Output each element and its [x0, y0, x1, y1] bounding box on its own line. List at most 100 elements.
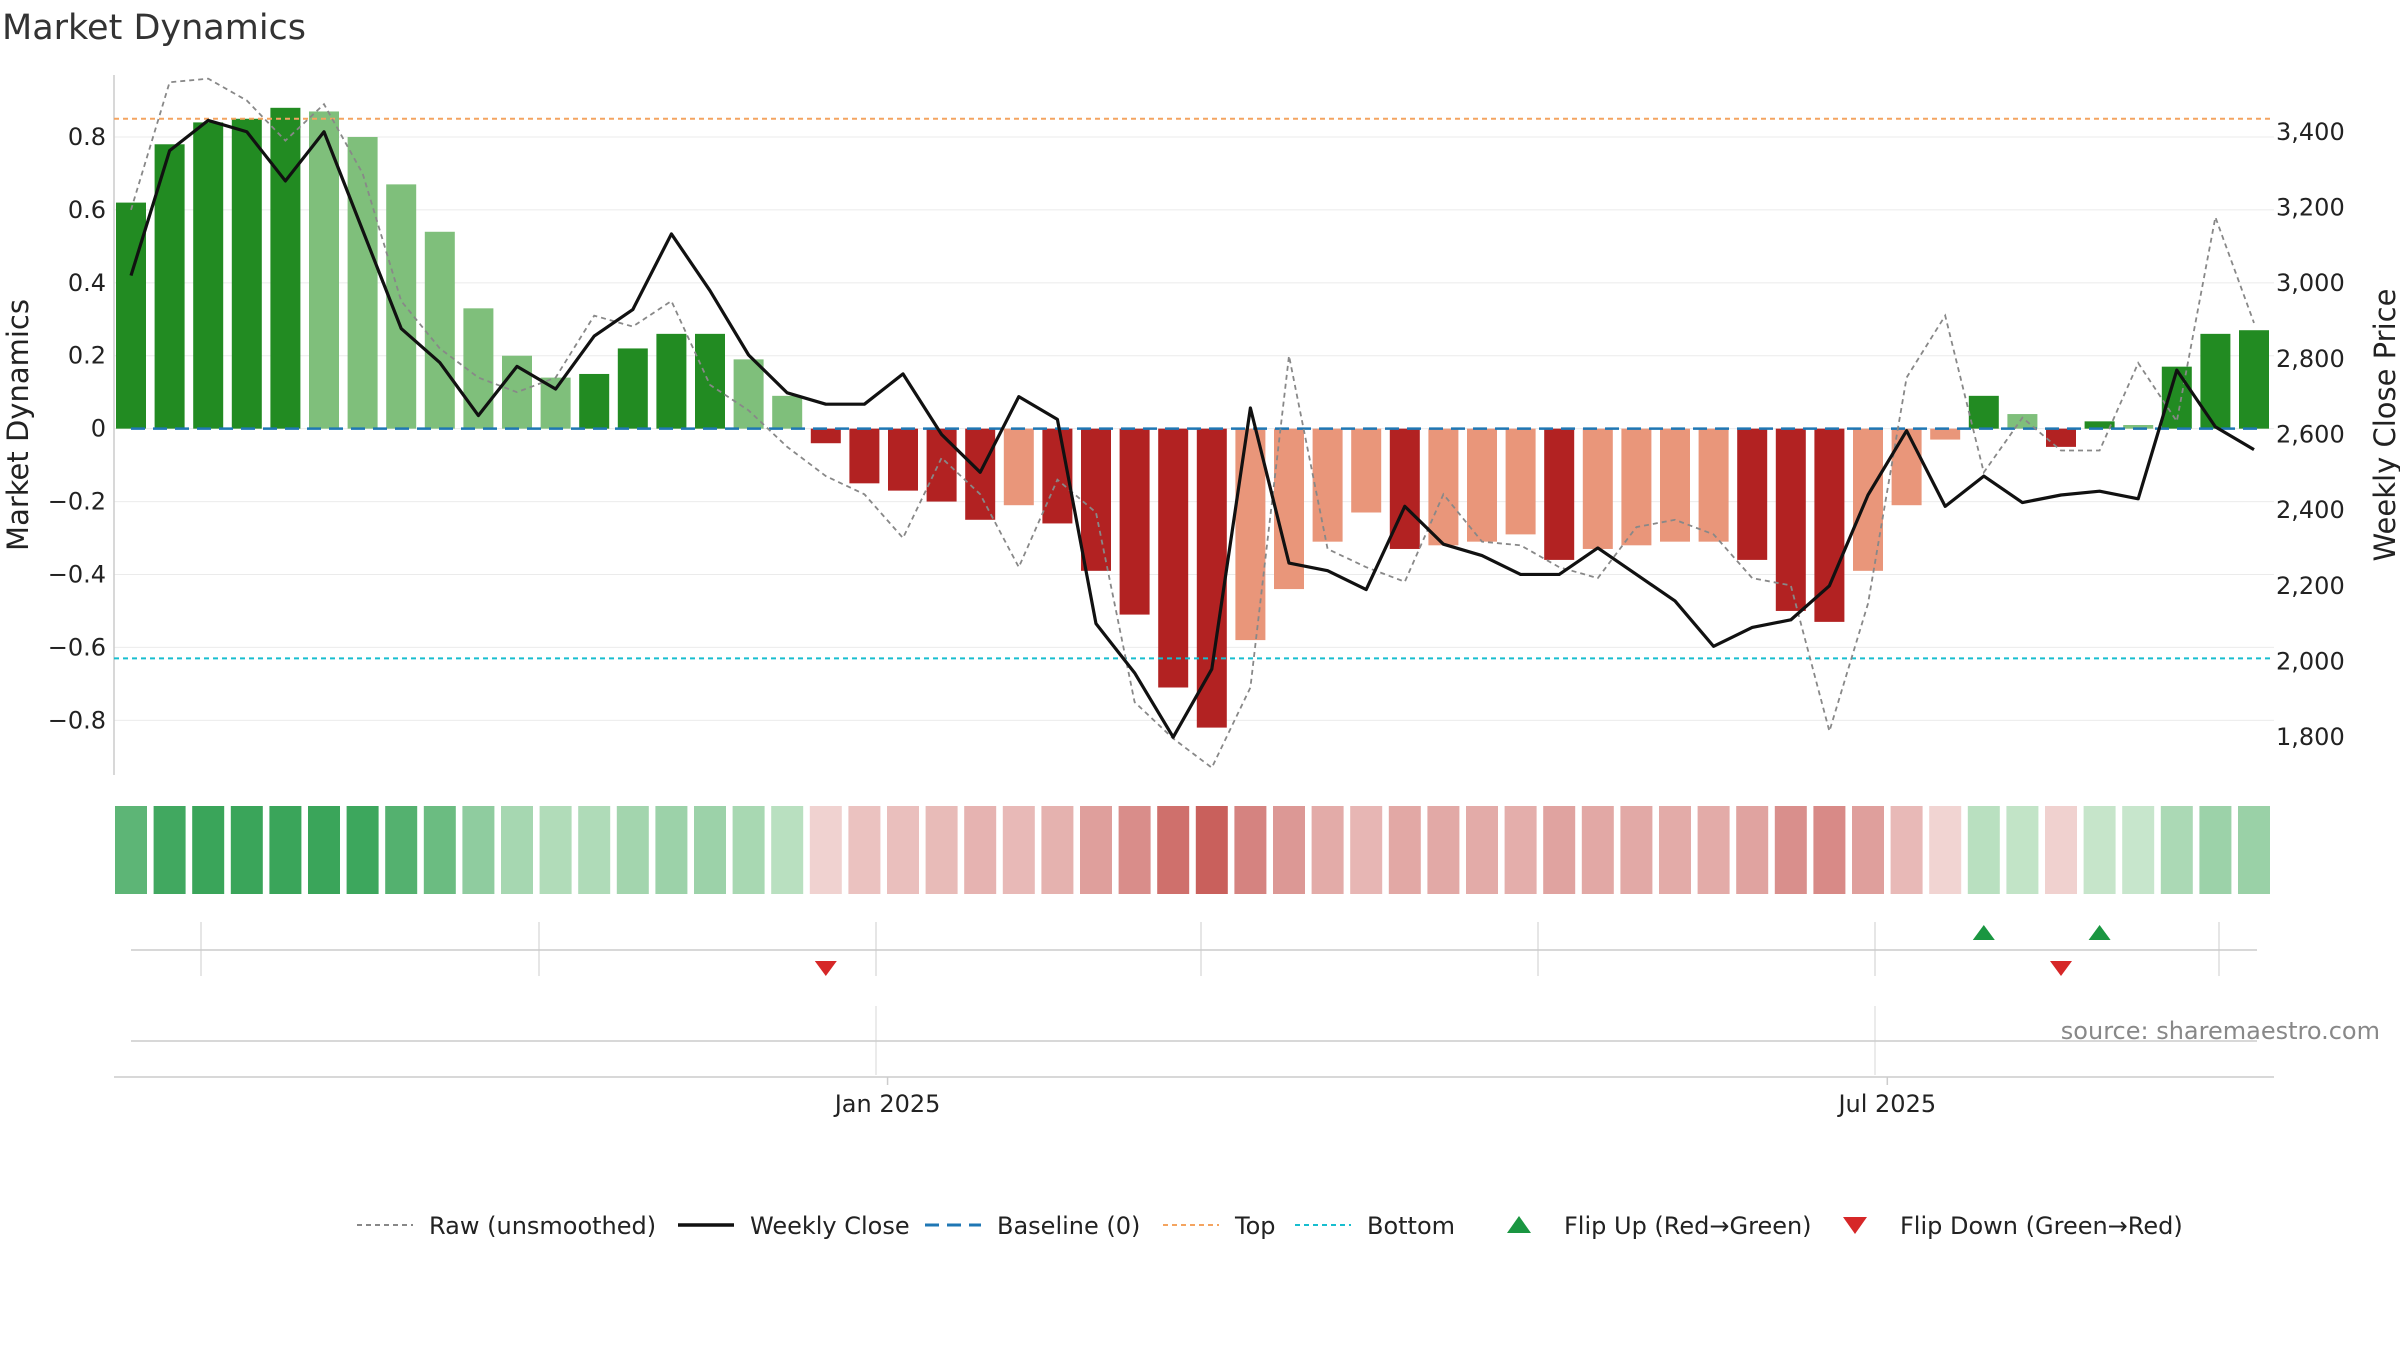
heat-cell [423, 806, 456, 894]
right-tick-label: 3,000 [2276, 269, 2345, 297]
heat-cell [1659, 806, 1691, 894]
dynamics-bar [1930, 428, 1961, 440]
heat-cell [1543, 806, 1576, 894]
dynamics-bar [1196, 428, 1227, 728]
dynamics-bar [1968, 395, 1999, 429]
dynamics-bar [2084, 421, 2115, 429]
heat-cell [1080, 806, 1112, 894]
dynamics-bar [347, 136, 378, 429]
heat-cell [1967, 806, 2000, 894]
dynamics-bar [1158, 428, 1189, 688]
flip-down-marker [2050, 961, 2072, 976]
right-tick-label: 3,200 [2276, 193, 2345, 221]
right-tick-label: 3,400 [2276, 118, 2345, 146]
right-tick-label: 1,800 [2276, 723, 2345, 751]
heat-cell [732, 806, 765, 894]
heat-cell [578, 806, 611, 894]
heat-cell [1504, 806, 1537, 894]
heat-cell [346, 806, 379, 894]
heat-cell [1311, 806, 1344, 894]
left-tick-label: 0.6 [68, 196, 106, 224]
dynamics-bar [733, 359, 764, 429]
dynamics-bar [1003, 428, 1034, 506]
flip-down-marker [814, 961, 837, 976]
dynamics-bar [849, 428, 880, 484]
dynamics-bar [1891, 428, 1922, 506]
dynamics-bar [810, 428, 841, 444]
heat-cell [925, 806, 958, 894]
left-tick-label: 0 [91, 415, 106, 443]
dynamics-bar [2007, 414, 2038, 429]
heat-cell [1273, 806, 1305, 894]
dynamics-bar [1312, 428, 1343, 542]
dynamics-bar [2239, 330, 2269, 429]
right-tick-label: 2,000 [2276, 647, 2345, 675]
left-tick-label: −0.2 [48, 488, 106, 516]
dynamics-bar [1119, 428, 1150, 615]
weekly-close-line [129, 118, 2255, 739]
dynamics-bar [1698, 428, 1729, 542]
heat-cell [2199, 806, 2232, 894]
heat-cell [1002, 806, 1035, 894]
legend-label: Flip Down (Green→Red) [1900, 1212, 2183, 1240]
dynamics-bar [463, 308, 494, 429]
legend-swatch-flip-up [1507, 1216, 1531, 1233]
heat-cell [1774, 806, 1807, 894]
x-tick-label: Jan 2025 [833, 1090, 941, 1118]
dynamics-bar [2046, 428, 2076, 447]
heat-cell [385, 806, 418, 894]
dynamics-bar [231, 118, 262, 429]
heat-cell [1736, 806, 1769, 894]
heat-cell [2160, 806, 2193, 894]
dynamics-bar [695, 333, 725, 429]
heat-cell [153, 806, 186, 894]
chart-title: Market Dynamics [2, 8, 307, 48]
dynamics-bar [1814, 428, 1845, 622]
heat-cell [964, 806, 997, 894]
dynamics-bar [154, 144, 185, 429]
dynamics-bar [1737, 428, 1768, 560]
heat-cell [2083, 806, 2116, 894]
dynamics-bar [1660, 428, 1690, 542]
dynamics-bar [309, 111, 339, 429]
legend-label: Raw (unsmoothed) [429, 1212, 656, 1240]
raw-series-line [130, 77, 2255, 770]
dynamics-bar [386, 184, 417, 429]
heat-cell [462, 806, 495, 894]
dynamics-bar [1428, 428, 1459, 546]
heat-cell [1929, 806, 1962, 894]
heat-cell [1427, 806, 1460, 894]
dynamics-bar [1351, 428, 1382, 513]
left-tick-label: 0.4 [68, 269, 106, 297]
heat-cell [1697, 806, 1730, 894]
heat-cell [1852, 806, 1884, 894]
legend-label: Baseline (0) [997, 1212, 1140, 1240]
flip-up-marker [1972, 925, 1995, 940]
heat-cell [1157, 806, 1190, 894]
dynamics-bar [579, 373, 610, 429]
left-tick-label: −0.4 [48, 560, 106, 588]
heat-cell [694, 806, 726, 894]
dynamics-bar [1235, 428, 1266, 641]
heat-cell [887, 806, 919, 894]
legend-swatch-flip-down [1843, 1217, 1867, 1234]
heat-cell [2238, 806, 2270, 894]
heat-cell [308, 806, 340, 894]
heat-cell [1388, 806, 1421, 894]
dynamics-bar [2200, 333, 2231, 429]
right-tick-label: 2,400 [2276, 496, 2345, 524]
dynamics-bar [2123, 425, 2154, 429]
heat-cell [115, 806, 147, 894]
heat-cell [539, 806, 572, 894]
flip-up-marker [2088, 925, 2111, 940]
dynamics-bar [270, 107, 301, 429]
dynamics-bar [1544, 428, 1575, 560]
left-tick-label: −0.6 [48, 633, 106, 661]
heat-cell [1234, 806, 1267, 894]
left-tick-label: 0.8 [68, 123, 106, 151]
dynamics-bar [1505, 428, 1536, 535]
left-tick-label: 0.2 [68, 342, 106, 370]
dynamics-bar [888, 428, 918, 491]
heat-cell [809, 806, 842, 894]
